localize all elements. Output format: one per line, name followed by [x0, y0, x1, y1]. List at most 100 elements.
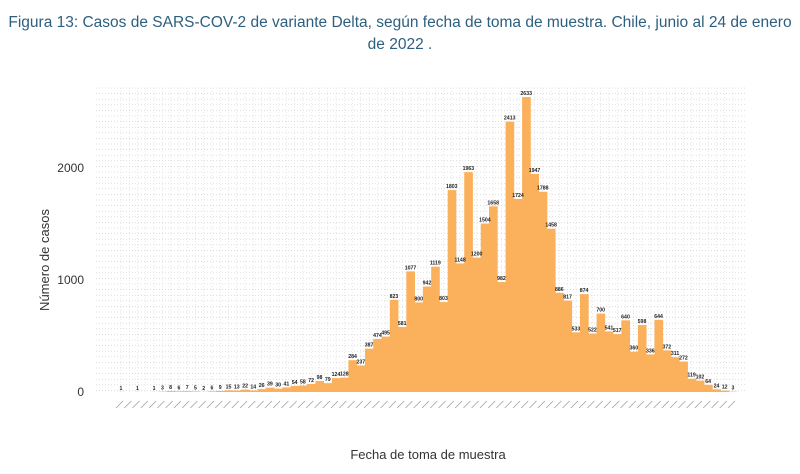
- x-tick-mark: [628, 400, 637, 409]
- x-tick-mark: [148, 400, 157, 409]
- bar: [613, 334, 622, 392]
- x-tick-mark: [520, 400, 529, 409]
- bar: [546, 228, 556, 392]
- x-tick-mark: [529, 400, 537, 409]
- bar: [315, 381, 325, 392]
- x-tick-mark: [124, 400, 132, 409]
- bar: [381, 336, 391, 392]
- y-tick-label: 0: [77, 385, 84, 399]
- bar: [274, 388, 283, 392]
- bar: [670, 357, 680, 392]
- bar: [422, 286, 432, 392]
- bar: [216, 390, 225, 392]
- bar: [414, 302, 424, 392]
- x-tick-mark: [372, 400, 380, 409]
- x-tick-mark: [355, 400, 364, 409]
- data-label: 79: [325, 377, 331, 383]
- x-tick-mark: [454, 400, 463, 409]
- bar: [290, 385, 300, 392]
- x-tick-mark: [578, 400, 587, 409]
- bar: [348, 360, 358, 392]
- data-label: 6: [177, 385, 180, 391]
- data-label: 1724: [512, 193, 524, 199]
- x-tick-mark: [380, 400, 388, 409]
- x-tick-mark: [248, 400, 256, 409]
- x-tick-mark: [504, 400, 512, 409]
- bar: [654, 319, 664, 392]
- bar: [323, 383, 333, 392]
- bar: [629, 351, 639, 392]
- bar: [340, 377, 349, 392]
- bar: [563, 300, 573, 392]
- data-label: 13: [234, 385, 240, 391]
- data-label: 30: [275, 383, 281, 389]
- data-label: 41: [284, 381, 290, 387]
- x-tick-mark: [421, 400, 430, 409]
- x-tick-mark: [140, 400, 149, 409]
- data-label: 54: [292, 380, 298, 386]
- data-label: 1963: [463, 166, 475, 172]
- data-label: 2633: [520, 91, 532, 97]
- x-tick-mark: [562, 400, 570, 409]
- bar: [398, 326, 407, 392]
- data-label: 5: [194, 385, 197, 391]
- bar: [538, 191, 548, 392]
- bar: [282, 387, 291, 392]
- data-label: 1504: [479, 218, 491, 224]
- bar: [257, 389, 267, 392]
- x-tick-mark: [661, 400, 670, 409]
- bar: [249, 390, 258, 392]
- x-tick-mark: [686, 400, 694, 409]
- data-label: 360: [629, 346, 638, 352]
- y-axis-ticks: 0 1000 2000: [57, 161, 84, 399]
- bar: [662, 350, 672, 392]
- bar: [191, 391, 200, 392]
- data-label: 22: [242, 384, 248, 390]
- x-tick-mark: [413, 400, 421, 409]
- data-label: 64: [705, 379, 711, 385]
- data-label: 39: [267, 382, 273, 388]
- bar: [447, 190, 457, 392]
- x-tick-mark: [206, 400, 215, 409]
- bar: [464, 172, 473, 392]
- bar: [480, 223, 490, 392]
- data-label: 803: [439, 296, 448, 302]
- bar: [522, 97, 531, 392]
- data-label: 533: [572, 326, 581, 332]
- bar: [431, 266, 440, 392]
- bar: [406, 271, 415, 392]
- data-label: 2: [202, 386, 205, 392]
- data-label: 26: [259, 383, 265, 389]
- x-tick-mark: [603, 400, 612, 409]
- data-label: 8: [169, 385, 172, 391]
- x-tick-mark: [554, 400, 562, 409]
- x-tick-mark: [297, 400, 306, 409]
- x-tick-mark: [190, 400, 198, 409]
- x-tick-mark: [165, 400, 173, 409]
- x-tick-mark: [430, 400, 438, 409]
- x-axis-label: Fecha de toma de muestra: [350, 447, 506, 462]
- x-tick-mark: [719, 400, 727, 409]
- x-tick-mark: [587, 400, 595, 409]
- x-tick-mark: [339, 400, 347, 409]
- data-label: 1803: [446, 184, 458, 190]
- data-label: 640: [621, 314, 630, 320]
- data-labels: 1 1 1 3 8 6 7 5 2 6 9 15 13 22 14 26 39 30 41 54 58 72 98 79124…: [120, 91, 735, 392]
- bar: [571, 332, 581, 392]
- x-tick-mark: [231, 400, 240, 409]
- bar: [183, 391, 192, 392]
- data-label: 15: [226, 384, 232, 390]
- x-tick-mark: [471, 400, 479, 409]
- bar: [596, 313, 606, 392]
- x-axis-ticks: [115, 400, 736, 409]
- data-label: 700: [596, 308, 605, 314]
- bar: [712, 389, 721, 392]
- data-label: 3: [161, 386, 164, 392]
- data-label: 24: [714, 383, 720, 389]
- y-tick-label: 2000: [57, 161, 84, 175]
- bar: [637, 325, 647, 392]
- chart-title-line-1: Figura 13: Casos de SARS-COV-2 de varian…: [8, 14, 792, 31]
- x-tick-mark: [496, 400, 504, 409]
- bar: [604, 331, 614, 392]
- bar: [489, 206, 498, 392]
